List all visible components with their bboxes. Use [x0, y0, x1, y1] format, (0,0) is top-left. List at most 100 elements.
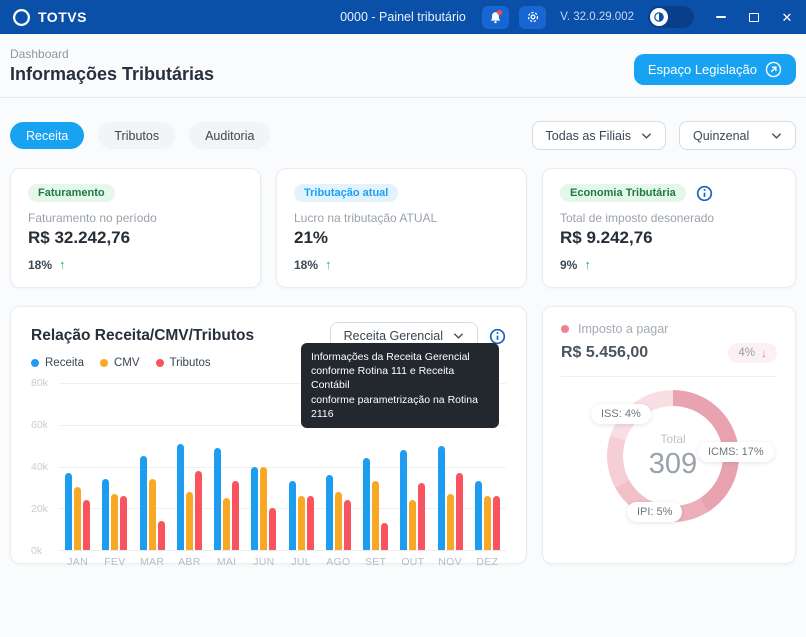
gridline: [59, 466, 506, 468]
bar-tributos: [83, 499, 91, 550]
badge-row: Tributação atual: [294, 184, 509, 202]
legend-item-receita: Receita: [31, 357, 84, 369]
economia-badge: Economia Tributária: [560, 184, 686, 202]
bar-receita: [288, 481, 296, 550]
legend-label: Receita: [45, 357, 84, 369]
chart-tooltip: Informações da Receita Gerencial conform…: [301, 343, 499, 428]
theme-toggle[interactable]: [648, 6, 694, 28]
bar-tributos: [492, 495, 500, 550]
close-icon: ✕: [781, 9, 793, 25]
version-label: V. 32.0.29.002: [560, 11, 634, 23]
donut-chart: Total 309 ISS: 4% ICMS: 17% IPI: 5%: [561, 378, 777, 556]
settings-button[interactable]: [519, 5, 547, 29]
close-button[interactable]: ✕: [780, 10, 794, 24]
chevron-down-icon: [453, 332, 464, 340]
bar-tributos: [418, 483, 426, 550]
donut-label-iss: ISS: 4%: [591, 404, 651, 424]
donut-label-ipi: IPI: 5%: [627, 502, 683, 522]
breadcrumb[interactable]: Dashboard: [10, 47, 69, 61]
bar-tributos: [343, 499, 351, 550]
kpi-delta: 18% ↑: [28, 257, 243, 272]
tributacao-badge: Tributação atual: [294, 184, 399, 202]
branches-select[interactable]: Todas as Filiais: [531, 121, 666, 150]
tab-auditoria[interactable]: Auditoria: [189, 122, 271, 149]
x-axis-label: JUN: [253, 556, 275, 568]
chevron-down-icon: [771, 132, 782, 140]
y-axis-label: 80k: [31, 377, 48, 389]
period-select-value: Quinzenal: [693, 128, 750, 143]
minimize-button[interactable]: [714, 10, 728, 24]
chart-title: Relação Receita/CMV/Tributos: [31, 327, 255, 344]
bar-receita: [214, 447, 222, 550]
espaco-legislacao-label: Espaço Legislação: [647, 62, 757, 77]
tab-receita[interactable]: Receita: [10, 122, 85, 149]
badge-row: Faturamento: [28, 184, 243, 202]
bar-cmv: [148, 479, 156, 550]
x-axis-label: DEZ: [476, 556, 499, 568]
bar-receita: [65, 472, 73, 550]
faturamento-badge: Faturamento: [28, 184, 115, 202]
tab-tributos[interactable]: Tributos: [98, 122, 176, 149]
controls-row: Receita Tributos Auditoria Todas as Fili…: [0, 98, 806, 150]
trend-up-icon: ↑: [325, 257, 332, 272]
gridline: [59, 383, 506, 384]
x-axis-label: MAR: [140, 556, 165, 568]
bar-group: [321, 383, 355, 550]
kpi-delta: 9% ↑: [560, 257, 778, 272]
kpi-delta-value: 9%: [560, 257, 578, 272]
title-bar: TOTVS 0000 - Painel tributário V. 32.0.2…: [0, 0, 806, 34]
maximize-icon: [749, 12, 759, 22]
bar-group: [284, 383, 318, 550]
tax-card: Imposto a pagar R$ 5.456,00 4% ↓ Total 3…: [542, 306, 796, 564]
tax-label: Imposto a pagar: [578, 322, 669, 336]
maximize-button[interactable]: [747, 10, 761, 24]
bar-cmv: [111, 493, 119, 550]
badge-row: Economia Tributária: [560, 184, 778, 202]
kpi-card-tributacao: Tributação atual Lucro na tributação ATU…: [276, 168, 527, 288]
economia-info-button[interactable]: [696, 185, 713, 202]
header-divider: [0, 97, 806, 98]
revenue-source-value: Receita Gerencial: [343, 329, 443, 343]
bar-tributos: [269, 508, 277, 550]
tax-divider: [561, 376, 777, 377]
trend-up-icon: ↑: [584, 257, 591, 272]
tax-delta-pill: 4% ↓: [728, 343, 777, 363]
bar-group: [61, 383, 95, 550]
kpi-value: 21%: [294, 228, 329, 247]
page-header: Dashboard Informações Tributárias Espaço…: [0, 34, 806, 97]
tooltip-line: Informações da Receita Gerencial: [311, 351, 470, 363]
page-header-titles: Dashboard Informações Tributárias: [10, 47, 214, 85]
legend-label: CMV: [114, 357, 140, 369]
trend-up-icon: ↑: [59, 257, 66, 272]
bottom-row: Relação Receita/CMV/Tributos Receita Ger…: [0, 288, 806, 568]
notifications-button[interactable]: [482, 5, 510, 29]
info-icon: [489, 328, 506, 345]
external-link-icon: [765, 61, 782, 78]
bar-tributos: [157, 520, 165, 550]
bar-tributos: [381, 522, 389, 550]
bar-receita: [400, 449, 408, 550]
bar-receita: [139, 456, 147, 550]
period-select[interactable]: Quinzenal: [679, 121, 796, 150]
bar-group: [135, 383, 169, 550]
kpi-label: Lucro na tributação ATUAL: [294, 211, 438, 225]
bar-tributos: [194, 470, 202, 550]
x-axis-label: FEV: [104, 556, 126, 568]
revenue-chart-card: Relação Receita/CMV/Tributos Receita Ger…: [10, 306, 527, 568]
legend-dot: [100, 359, 108, 367]
donut-center: Total 309: [607, 390, 739, 522]
donut-label-icms: ICMS: 17%: [698, 442, 774, 462]
bar-cmv: [223, 497, 231, 550]
bar-cmv: [74, 487, 82, 550]
chart-info-button[interactable]: [489, 328, 506, 345]
espaco-legislacao-button[interactable]: Espaço Legislação: [633, 54, 796, 85]
kpi-delta-value: 18%: [28, 257, 53, 272]
bar-tributos: [306, 495, 314, 550]
trend-down-icon: ↓: [761, 346, 767, 360]
kpi-delta-value: 18%: [294, 257, 319, 272]
branches-select-value: Todas as Filiais: [545, 128, 631, 143]
x-axis: JAN FEV MAR ABR MAI JUN JUL AGO SET OUT NOV DEZ: [59, 556, 506, 568]
bar-receita: [363, 458, 371, 550]
tab-bar: Receita Tributos Auditoria: [10, 122, 271, 149]
legend-dot: [155, 359, 164, 367]
